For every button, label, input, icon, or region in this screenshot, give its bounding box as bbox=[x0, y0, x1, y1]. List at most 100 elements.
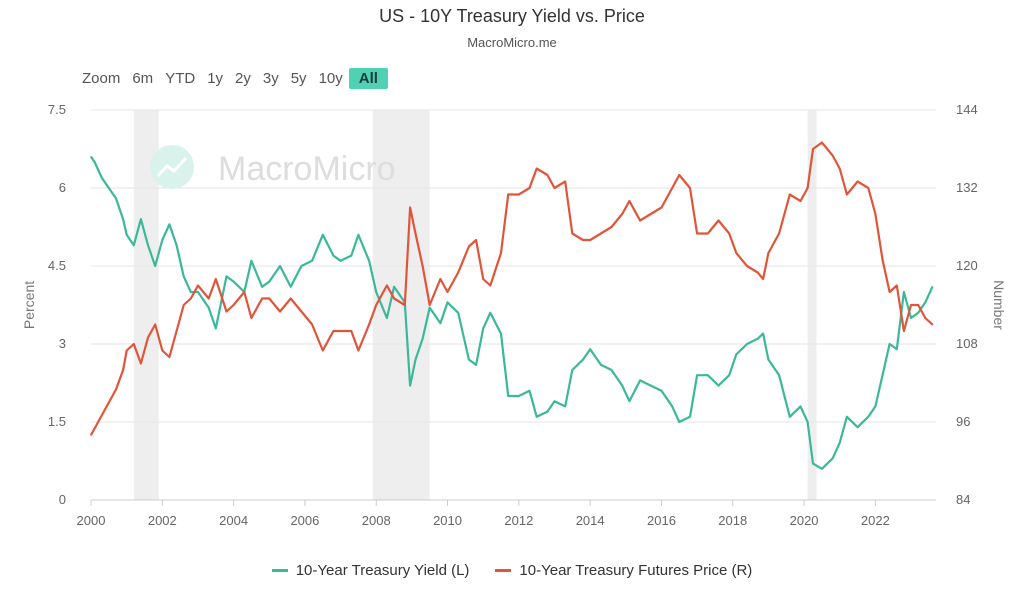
yield-data-point bbox=[468, 358, 470, 361]
zoom-6m-button[interactable]: 6m bbox=[132, 70, 154, 87]
futures-data-point bbox=[553, 187, 556, 189]
futures-data-point bbox=[582, 239, 584, 241]
futures-data-point bbox=[639, 219, 641, 222]
recession-band-2 bbox=[807, 110, 817, 500]
x-tick-label: 2004 bbox=[219, 513, 248, 528]
yield-data-point bbox=[931, 286, 934, 288]
futures-data-point bbox=[243, 291, 246, 293]
legend-item-yield[interactable]: 10-Year Treasury Yield (L) bbox=[271, 562, 470, 579]
yield-data-point bbox=[115, 197, 117, 200]
yield-data-point bbox=[182, 275, 185, 278]
yield-data-point bbox=[475, 364, 477, 366]
y-left-tick-label: 3 bbox=[59, 336, 66, 351]
yield-data-point bbox=[214, 327, 217, 330]
futures-data-point bbox=[806, 187, 809, 189]
futures-data-point bbox=[403, 304, 406, 306]
x-tick-label: 2008 bbox=[362, 513, 391, 528]
futures-data-point bbox=[439, 278, 442, 280]
yield-data-point bbox=[756, 338, 759, 340]
futures-data-point bbox=[207, 297, 210, 300]
yield-data-point bbox=[154, 265, 156, 267]
yield-data-point bbox=[300, 265, 303, 267]
futures-data-point bbox=[571, 232, 574, 235]
futures-data-point bbox=[147, 336, 149, 339]
yield-data-point bbox=[261, 286, 263, 288]
yield-data-point bbox=[564, 405, 566, 408]
yield-data-point bbox=[132, 244, 135, 246]
futures-data-point bbox=[660, 206, 663, 209]
y-right-tick-label: 108 bbox=[956, 336, 978, 351]
yield-data-point bbox=[628, 400, 631, 403]
yield-data-point bbox=[649, 384, 652, 387]
yield-data-point bbox=[225, 275, 228, 278]
y-left-tick-label: 4.5 bbox=[48, 258, 66, 273]
futures-data-point bbox=[689, 187, 691, 189]
futures-data-point bbox=[874, 213, 877, 215]
yield-data-point bbox=[856, 426, 859, 429]
futures-data-point bbox=[600, 232, 602, 235]
yield-data-point bbox=[806, 421, 809, 423]
zoom-10y-button[interactable]: 10y bbox=[318, 70, 343, 87]
futures-data-point bbox=[197, 284, 199, 287]
futures-data-point bbox=[707, 232, 709, 235]
yield-data-point bbox=[582, 358, 584, 361]
futures-data-point bbox=[482, 278, 484, 280]
yield-data-point bbox=[93, 161, 96, 163]
zoom-all-button[interactable]: All bbox=[348, 68, 388, 89]
yield-data-point bbox=[610, 369, 613, 371]
yield-data-point bbox=[311, 260, 313, 262]
yield-data-point bbox=[535, 416, 538, 418]
futures-data-point bbox=[846, 193, 848, 196]
futures-data-point bbox=[393, 297, 395, 300]
futures-data-point bbox=[475, 239, 477, 241]
zoom-1y-button[interactable]: 1y bbox=[207, 70, 224, 87]
futures-data-point bbox=[821, 141, 823, 144]
yield-data-point bbox=[762, 332, 764, 335]
yield-data-point bbox=[428, 306, 431, 309]
futures-data-point bbox=[746, 265, 748, 267]
yield-data-point bbox=[108, 187, 110, 189]
yield-data-point bbox=[421, 338, 424, 340]
futures-data-point bbox=[518, 193, 520, 196]
zoom-5y-button[interactable]: 5y bbox=[290, 70, 307, 87]
yield-data-point bbox=[846, 416, 848, 418]
chart-canvas[interactable]: MacroMicro 2000 2002 2004 2006 2008 2010 2012 2… bbox=[0, 0, 1024, 560]
futures-data-point bbox=[756, 271, 759, 274]
futures-data-point bbox=[339, 330, 342, 332]
futures-data-point bbox=[321, 349, 324, 352]
x-tick-label: 2018 bbox=[718, 513, 747, 528]
yield-data-point bbox=[671, 405, 673, 408]
yield-data-point bbox=[689, 416, 691, 418]
zoom-3y-button[interactable]: 3y bbox=[262, 70, 279, 87]
futures-data-point bbox=[368, 323, 370, 326]
y-left-tick-label: 6 bbox=[59, 180, 66, 195]
futures-data-point bbox=[881, 258, 884, 261]
zoom-ytd-button[interactable]: YTD bbox=[165, 70, 196, 87]
futures-data-point bbox=[812, 148, 814, 150]
legend-item-futures[interactable]: 10-Year Treasury Futures Price (R) bbox=[495, 562, 752, 579]
futures-data-point bbox=[125, 349, 128, 352]
y-right-tick-label: 84 bbox=[956, 492, 970, 507]
futures-data-point bbox=[161, 349, 164, 352]
legend-label-yield: 10-Year Treasury Yield (L) bbox=[295, 562, 470, 579]
futures-data-point bbox=[924, 317, 927, 319]
x-tick-label: 2010 bbox=[433, 513, 462, 528]
zoom-2y-button[interactable]: 2y bbox=[235, 70, 251, 87]
legend-swatch-futures bbox=[495, 569, 512, 572]
zoom-label: Zoom bbox=[82, 70, 121, 87]
yield-data-point bbox=[546, 410, 549, 413]
y-right-axis-title: Number bbox=[991, 280, 1007, 330]
yield-data-point bbox=[746, 343, 748, 345]
yield-data-point bbox=[778, 374, 780, 377]
futures-series-line bbox=[90, 141, 934, 436]
futures-data-point bbox=[910, 304, 912, 306]
futures-data-point bbox=[621, 213, 624, 215]
yield-data-point bbox=[507, 395, 509, 397]
futures-data-point bbox=[867, 187, 870, 189]
futures-data-point bbox=[261, 297, 263, 300]
futures-data-point bbox=[100, 414, 103, 417]
futures-data-point bbox=[279, 310, 281, 313]
yield-series-line bbox=[90, 156, 934, 470]
legend: 10-Year Treasury Yield (L) 10-Year Treas… bbox=[0, 562, 1024, 579]
chart-title: US - 10Y Treasury Yield vs. Price bbox=[379, 6, 645, 26]
